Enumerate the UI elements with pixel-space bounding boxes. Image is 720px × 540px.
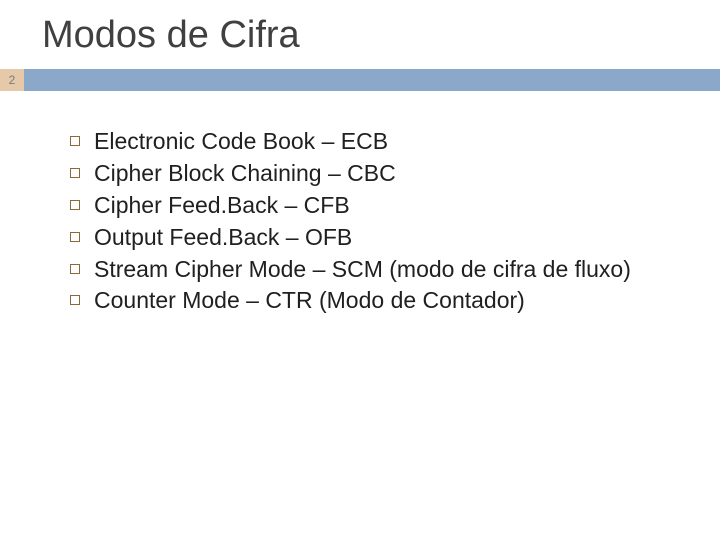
list-item-text: Counter Mode – CTR (Modo de Contador): [94, 286, 525, 316]
square-bullet-icon: [70, 168, 80, 178]
list-item-text: Output Feed.Back – OFB: [94, 223, 352, 253]
list-item: Counter Mode – CTR (Modo de Contador): [70, 286, 660, 316]
square-bullet-icon: [70, 200, 80, 210]
square-bullet-icon: [70, 295, 80, 305]
divider-bar: 2: [0, 69, 720, 91]
page-number-badge: 2: [0, 69, 24, 91]
list-item: Output Feed.Back – OFB: [70, 223, 660, 253]
list-item: Cipher Feed.Back – CFB: [70, 191, 660, 221]
square-bullet-icon: [70, 136, 80, 146]
divider-fill: [24, 69, 720, 91]
list-item-text: Electronic Code Book – ECB: [94, 127, 388, 157]
list-item: Stream Cipher Mode – SCM (modo de cifra …: [70, 255, 660, 285]
page-title: Modos de Cifra: [0, 0, 720, 69]
square-bullet-icon: [70, 232, 80, 242]
list-item: Cipher Block Chaining – CBC: [70, 159, 660, 189]
list-item-text: Cipher Block Chaining – CBC: [94, 159, 396, 189]
bullet-list: Electronic Code Book – ECB Cipher Block …: [0, 91, 720, 316]
square-bullet-icon: [70, 264, 80, 274]
list-item: Electronic Code Book – ECB: [70, 127, 660, 157]
list-item-text: Cipher Feed.Back – CFB: [94, 191, 350, 221]
list-item-text: Stream Cipher Mode – SCM (modo de cifra …: [94, 255, 631, 285]
